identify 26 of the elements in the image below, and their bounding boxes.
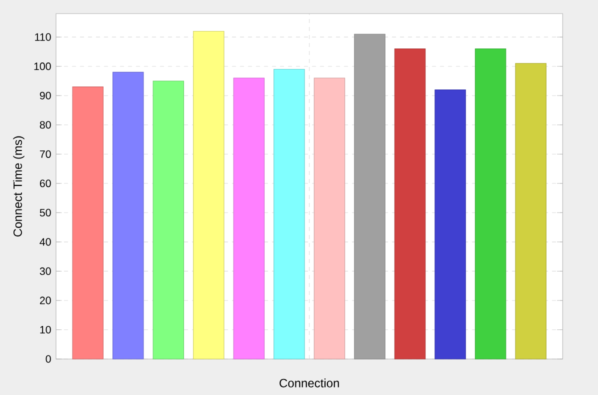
y-tick-label: 110 — [35, 33, 51, 41]
bar — [314, 78, 346, 360]
bar — [474, 48, 506, 360]
bar — [274, 68, 305, 360]
y-tick-label: 0 — [46, 355, 51, 363]
y-tick-label: 50 — [40, 208, 51, 216]
bar — [434, 89, 466, 360]
bar — [354, 34, 386, 360]
y-tick-label: 70 — [40, 150, 51, 158]
bar — [112, 72, 144, 360]
y-tick-label: 40 — [40, 238, 51, 246]
bar — [233, 78, 265, 360]
bar — [193, 30, 224, 360]
x-axis-title: Connection — [280, 378, 339, 388]
bar — [152, 80, 184, 360]
y-axis-title: Connect Time (ms) — [13, 136, 24, 236]
bar — [72, 86, 104, 360]
y-tick-label: 100 — [34, 62, 51, 70]
y-tick-label: 60 — [40, 180, 51, 188]
bar — [394, 48, 426, 360]
y-tick-label: 20 — [40, 296, 51, 304]
bar — [515, 63, 546, 360]
y-tick-label: 80 — [40, 121, 51, 129]
y-tick-label: 30 — [40, 267, 51, 275]
y-tick-label: 90 — [40, 92, 51, 100]
y-tick-label: 10 — [40, 326, 51, 334]
